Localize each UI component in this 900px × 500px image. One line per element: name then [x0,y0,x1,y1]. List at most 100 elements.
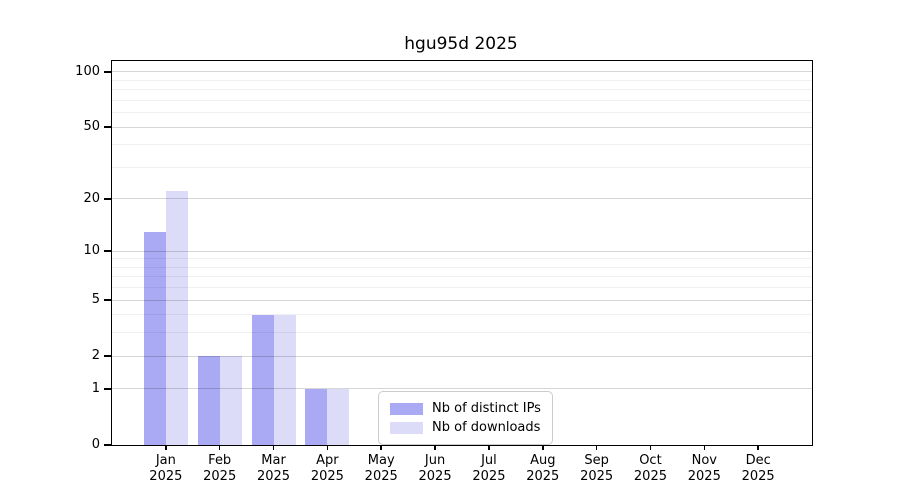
ticks-layer: 0 1 2 5 10 20 50 100 Jan 2025 Feb 2025 Mar 2025 Apr 202… [75,61,812,484]
x-tick-mark [488,445,490,450]
year-label: 2025 [203,469,237,484]
x-tick-label-dec: Dec 2025 [728,453,788,485]
year-label: 2025 [256,469,291,484]
minor-gridline [112,79,812,81]
x-tick-label-may: May 2025 [351,453,411,485]
year-label: 2025 [633,469,667,484]
bar-mar-downloads [273,314,296,445]
x-tick-mark [434,445,436,450]
y-tick-mark [103,444,111,446]
year-label: 2025 [580,469,614,484]
legend-row: Nb of distinct IPs [390,399,541,418]
month-label: Nov [691,453,717,468]
major-gridline [112,388,812,390]
month-label: May [367,453,395,468]
month-label: Jul [481,453,497,468]
minor-gridline [112,89,812,91]
x-tick-label-jul: Jul 2025 [459,453,519,485]
x-tick-mark [757,445,759,450]
y-tick-mark [103,355,111,357]
x-tick-label-apr: Apr 2025 [297,453,357,485]
bar-apr-downloads [327,388,350,445]
major-gridline [112,355,812,357]
y-tick-label: 100 [75,63,100,79]
x-tick-label-nov: Nov 2025 [674,453,734,485]
bar-mar-distinct-ips [251,314,274,445]
y-tick-mark [103,299,111,301]
x-tick-label-mar: Mar 2025 [244,453,304,485]
x-tick-label-aug: Aug 2025 [513,453,573,485]
month-label: Feb [208,453,232,468]
y-tick-mark [103,198,111,200]
x-tick-mark [272,445,275,450]
y-tick-label: 2 [91,348,100,364]
bar-jan-distinct-ips [143,231,166,445]
y-tick-mark [103,250,111,252]
x-tick-mark [703,445,706,450]
x-tick-mark [165,445,167,450]
x-tick-mark [649,445,652,450]
x-tick-label-oct: Oct 2025 [620,453,680,485]
year-label: 2025 [687,469,721,484]
y-tick-mark [103,388,111,390]
minor-gridline [112,276,812,278]
x-tick-label-jan: Jan 2025 [136,453,196,485]
minor-gridline [112,166,812,168]
legend-label: Nb of distinct IPs [432,401,541,416]
major-gridline [112,299,812,301]
month-label: Apr [316,453,339,468]
month-label: Jan [155,453,176,468]
y-tick-label: 1 [91,380,100,396]
minor-gridline [112,314,812,316]
year-label: 2025 [418,469,452,484]
plot-area: 0 1 2 5 10 20 50 100 Jan 2025 Feb 2025 Mar 2025 Apr 202… [75,60,813,484]
x-tick-mark [326,445,329,450]
x-tick-mark [542,445,544,450]
y-tick-mark [103,126,111,128]
month-label: Jun [424,453,446,468]
x-tick-label-sep: Sep 2025 [567,453,627,485]
legend-swatch-icon [390,402,423,415]
month-label: Aug [530,453,556,468]
month-label: Oct [639,453,662,468]
month-label: Sep [584,453,609,468]
minor-gridline [112,287,812,289]
x-tick-mark [595,445,598,450]
year-label: 2025 [472,469,506,484]
bar-feb-downloads [219,356,242,445]
month-label: Mar [261,453,286,468]
bar-feb-distinct-ips [197,356,220,445]
legend: Nb of distinct IPs Nb of downloads [378,391,553,445]
legend-row: Nb of downloads [390,418,541,437]
legend-swatch-icon [390,421,423,434]
bars-layer [112,61,812,445]
bar-jan-downloads [165,191,188,445]
y-tick-label: 10 [83,243,100,259]
y-tick-label: 5 [91,292,100,308]
year-label: 2025 [310,469,344,484]
year-label: 2025 [364,469,398,484]
minor-gridline [112,266,812,268]
bar-apr-distinct-ips [305,388,328,445]
minor-gridline [112,258,812,260]
x-tick-label-jun: Jun 2025 [405,453,465,485]
y-tick-mark [103,71,111,73]
year-label: 2025 [149,469,183,484]
major-gridline [112,126,812,128]
minor-gridline [112,112,812,114]
year-label: 2025 [526,469,560,484]
chart-title: hgu95d 2025 [404,34,518,54]
major-gridline [112,250,812,252]
y-tick-label: 20 [83,190,100,206]
minor-gridline [112,99,812,101]
legend-label: Nb of downloads [432,420,541,435]
major-gridline [112,71,812,73]
minor-gridline [112,332,812,334]
x-tick-mark [218,445,221,450]
grid-layer [112,61,812,445]
major-gridline [112,198,812,200]
y-tick-label: 0 [91,437,100,452]
year-label: 2025 [741,469,775,484]
x-tick-mark [380,445,382,450]
